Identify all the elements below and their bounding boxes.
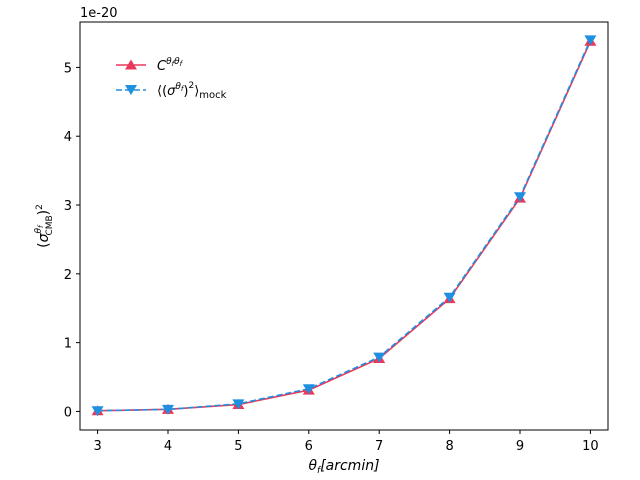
series-2-point — [373, 352, 386, 363]
x-tick-label: 4 — [164, 439, 172, 454]
series-2-point — [162, 404, 174, 415]
series-2-point — [91, 406, 104, 417]
plot-marks — [91, 35, 597, 417]
y-axis: 0 1 2 3 4 5 — [64, 61, 80, 420]
x-axis: 3 4 5 6 7 8 9 10 — [93, 430, 599, 454]
x-tick-label: 8 — [445, 439, 453, 454]
axes-frame — [79, 21, 609, 431]
series-line-2 — [97, 39, 592, 412]
series-2-point — [514, 192, 526, 203]
x-tick-label: 3 — [93, 439, 101, 454]
y-tick-label: 2 — [64, 268, 72, 283]
x-tick-label: 9 — [516, 439, 524, 454]
x-tick-label: 7 — [375, 439, 383, 454]
x-tick-label: 6 — [305, 439, 313, 454]
y-tick-label: 4 — [64, 130, 72, 145]
series-2-point — [443, 292, 456, 303]
legend-label-c-theta: Cθfθf — [157, 57, 184, 74]
series-2-point — [302, 384, 315, 395]
y-offset-text: 1e-20 — [80, 6, 118, 21]
y-tick-label: 1 — [64, 337, 72, 352]
y-tick-label: 3 — [64, 199, 72, 214]
legend-marker-triangle-down — [125, 85, 137, 95]
y-tick-label: 0 — [64, 405, 72, 420]
x-tick-label: 5 — [234, 439, 242, 454]
x-tick-label: 10 — [582, 439, 599, 454]
y-tick-label: 5 — [64, 61, 72, 76]
series-2-point — [584, 35, 597, 46]
series-2-point — [232, 399, 245, 410]
y-axis-label: (σθfCMB)2 — [34, 204, 55, 248]
legend-marker-triangle-up — [125, 59, 137, 70]
legend-entry-c-theta: Cθfθf — [116, 57, 184, 74]
x-axis-label: θf[arcmin] — [308, 458, 379, 476]
